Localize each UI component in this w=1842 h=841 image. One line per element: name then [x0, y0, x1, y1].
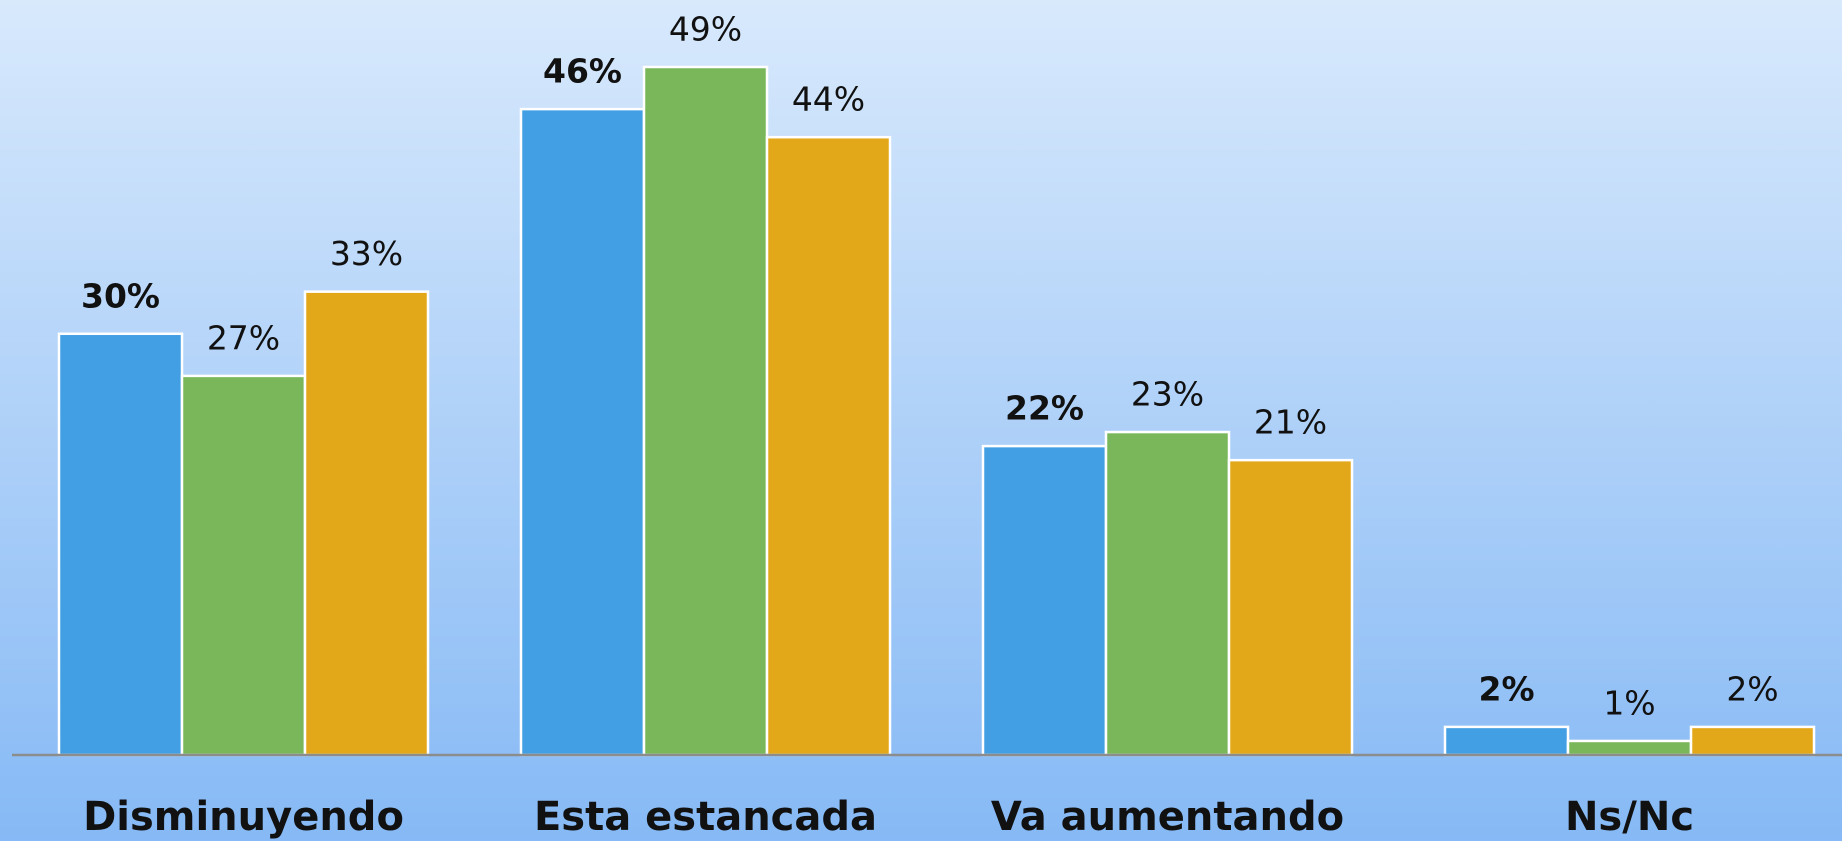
data-label: 49% — [669, 10, 742, 49]
x-tick-label: Ns/Nc — [1565, 794, 1694, 840]
bar — [57, 332, 184, 757]
bar — [1227, 458, 1354, 757]
bar — [765, 135, 892, 757]
bar — [180, 374, 307, 757]
data-label: 44% — [792, 80, 865, 119]
data-label: 30% — [81, 276, 160, 315]
bar — [1566, 739, 1693, 757]
data-label: 33% — [330, 234, 403, 273]
x-tick-label: Va aumentando — [991, 794, 1344, 840]
data-label: 27% — [207, 318, 280, 357]
x-tick-label: Disminuyendo — [83, 794, 404, 840]
bar — [642, 65, 769, 757]
data-label: 21% — [1254, 403, 1327, 442]
bar — [981, 444, 1108, 757]
data-label: 1% — [1603, 683, 1655, 722]
data-label: 46% — [543, 52, 622, 91]
data-label: 22% — [1005, 389, 1084, 428]
bar — [1104, 430, 1231, 757]
data-label: 2% — [1726, 669, 1778, 708]
data-label: 23% — [1131, 375, 1204, 414]
data-label: 2% — [1478, 669, 1534, 708]
bar — [1443, 725, 1570, 757]
plot-area: 30% 27% 33% Disminuyendo 46% 49% 44% Esta estan… — [57, 10, 1816, 840]
bar — [519, 107, 646, 757]
x-tick-label: Esta estancada — [534, 794, 877, 840]
bar — [303, 290, 430, 757]
bar — [1689, 725, 1816, 757]
